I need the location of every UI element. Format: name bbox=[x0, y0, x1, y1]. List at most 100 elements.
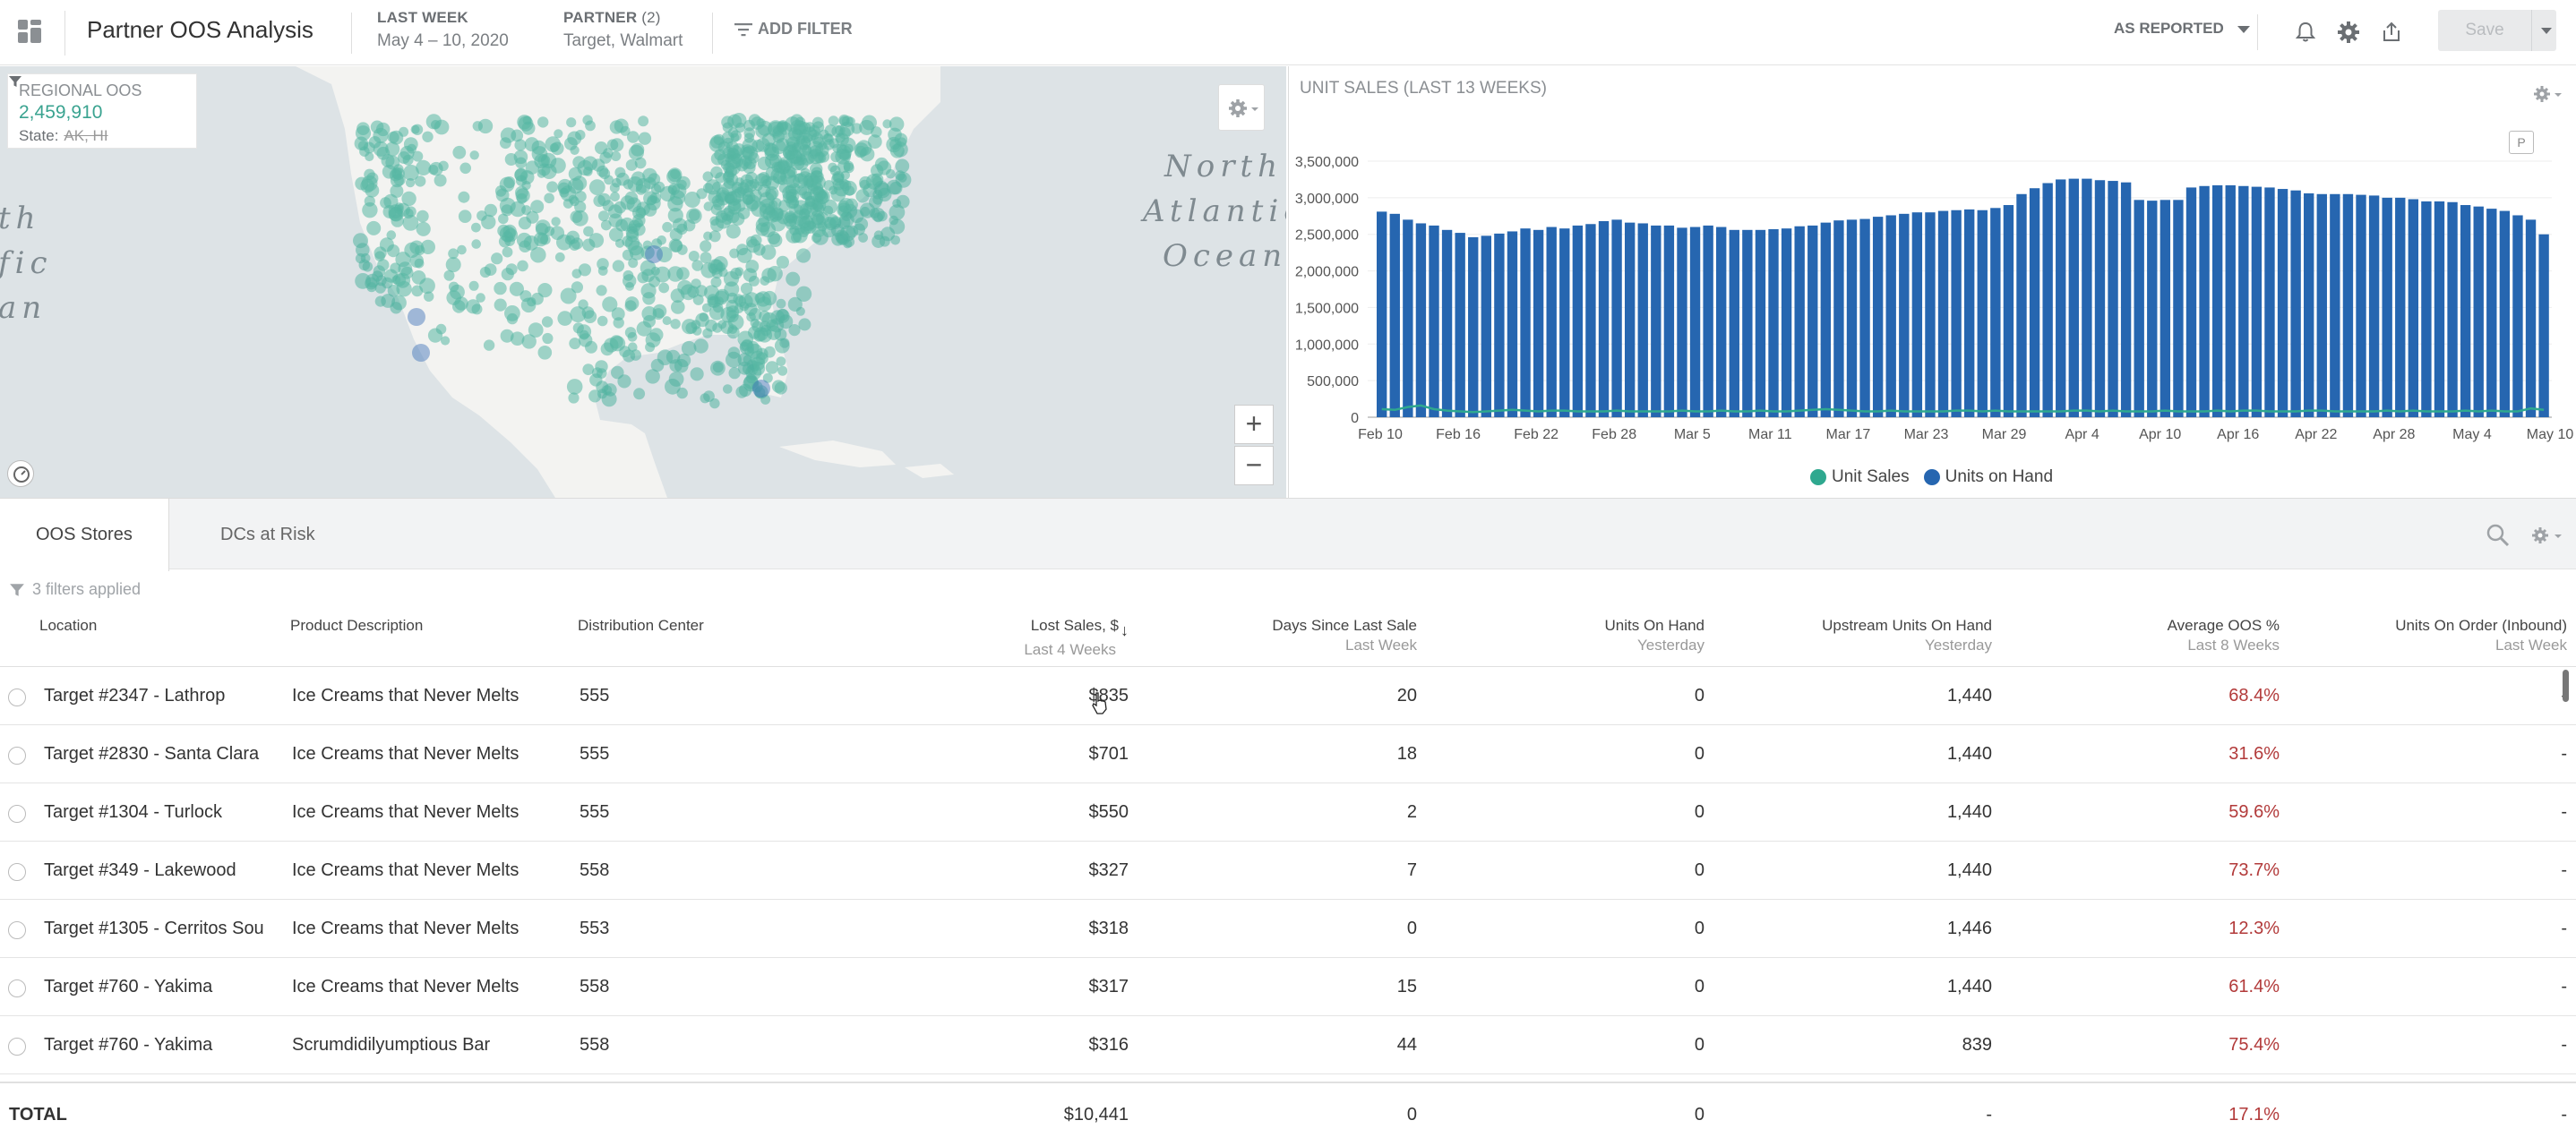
store-marker[interactable] bbox=[726, 191, 742, 206]
store-marker[interactable] bbox=[837, 205, 849, 217]
row-select-radio[interactable] bbox=[8, 1038, 26, 1056]
store-marker[interactable] bbox=[566, 230, 580, 244]
store-marker[interactable] bbox=[811, 198, 827, 213]
store-marker[interactable] bbox=[830, 223, 845, 237]
store-marker[interactable] bbox=[858, 233, 868, 243]
regional-oos-map[interactable]: REGIONAL OOS 2,459,910 State: AK, HI th … bbox=[0, 66, 1286, 498]
store-marker[interactable] bbox=[415, 175, 426, 187]
store-marker[interactable] bbox=[794, 224, 806, 235]
store-marker[interactable] bbox=[731, 153, 743, 165]
store-marker[interactable] bbox=[731, 113, 747, 128]
store-marker[interactable] bbox=[822, 199, 837, 215]
store-marker[interactable] bbox=[601, 391, 617, 407]
store-marker[interactable] bbox=[772, 124, 782, 134]
store-marker[interactable] bbox=[611, 307, 625, 321]
store-marker[interactable] bbox=[602, 385, 613, 396]
store-marker[interactable] bbox=[643, 314, 656, 328]
store-marker[interactable] bbox=[672, 218, 688, 233]
store-marker[interactable] bbox=[645, 342, 656, 353]
store-marker[interactable] bbox=[521, 180, 531, 191]
store-marker[interactable] bbox=[730, 189, 744, 203]
store-marker[interactable] bbox=[762, 290, 777, 306]
store-marker[interactable] bbox=[624, 235, 640, 251]
store-marker[interactable] bbox=[722, 122, 734, 133]
store-marker[interactable] bbox=[811, 167, 823, 178]
store-marker[interactable] bbox=[758, 172, 770, 184]
store-marker[interactable] bbox=[809, 150, 819, 159]
store-marker[interactable] bbox=[560, 185, 577, 202]
store-marker[interactable] bbox=[734, 295, 746, 307]
bar-units-on-hand[interactable] bbox=[2211, 184, 2223, 417]
store-marker[interactable] bbox=[763, 142, 777, 156]
store-marker[interactable] bbox=[390, 262, 401, 274]
store-marker[interactable] bbox=[494, 185, 507, 197]
store-marker[interactable] bbox=[785, 116, 801, 133]
store-marker[interactable] bbox=[783, 149, 793, 158]
store-marker[interactable] bbox=[776, 138, 790, 152]
store-marker[interactable] bbox=[726, 154, 741, 170]
store-marker[interactable] bbox=[458, 191, 470, 203]
store-marker[interactable] bbox=[800, 137, 811, 148]
partner-selector[interactable]: PARTNER (2) Target, Walmart bbox=[563, 9, 683, 51]
store-marker[interactable] bbox=[702, 183, 714, 193]
store-marker[interactable] bbox=[877, 210, 888, 222]
store-marker[interactable] bbox=[725, 159, 741, 176]
store-marker[interactable] bbox=[823, 216, 836, 229]
store-marker[interactable] bbox=[411, 270, 426, 285]
store-marker[interactable] bbox=[370, 120, 384, 134]
store-marker[interactable] bbox=[788, 198, 799, 210]
bar-units-on-hand[interactable] bbox=[1820, 222, 1832, 417]
store-marker[interactable] bbox=[387, 131, 399, 143]
store-marker[interactable] bbox=[794, 123, 807, 135]
store-marker[interactable] bbox=[500, 137, 511, 150]
store-marker[interactable] bbox=[642, 292, 656, 305]
store-marker[interactable] bbox=[776, 122, 786, 133]
store-marker[interactable] bbox=[566, 117, 577, 128]
store-marker[interactable] bbox=[810, 202, 825, 218]
bar-units-on-hand[interactable] bbox=[2068, 178, 2079, 418]
store-marker[interactable] bbox=[716, 288, 730, 303]
bar-units-on-hand[interactable] bbox=[1663, 225, 1675, 417]
store-marker[interactable] bbox=[843, 239, 853, 249]
store-marker[interactable] bbox=[742, 145, 759, 162]
store-marker[interactable] bbox=[643, 191, 658, 206]
store-marker[interactable] bbox=[777, 157, 793, 172]
share-icon[interactable] bbox=[2379, 20, 2404, 45]
store-marker[interactable] bbox=[667, 196, 683, 212]
store-marker[interactable] bbox=[717, 320, 727, 329]
store-marker[interactable] bbox=[541, 316, 554, 328]
store-marker[interactable] bbox=[635, 207, 647, 218]
store-marker[interactable] bbox=[802, 145, 812, 156]
store-marker[interactable] bbox=[374, 246, 387, 260]
store-marker[interactable] bbox=[859, 175, 872, 190]
store-marker[interactable] bbox=[743, 157, 757, 170]
store-marker[interactable] bbox=[458, 210, 472, 223]
store-marker[interactable] bbox=[393, 164, 404, 175]
store-marker[interactable] bbox=[502, 246, 513, 258]
store-marker[interactable] bbox=[803, 220, 817, 234]
store-marker[interactable] bbox=[622, 235, 633, 247]
store-marker[interactable] bbox=[626, 197, 642, 212]
store-marker[interactable] bbox=[841, 115, 854, 127]
store-marker[interactable] bbox=[839, 225, 856, 242]
store-marker[interactable] bbox=[579, 333, 593, 347]
store-marker[interactable] bbox=[556, 234, 572, 251]
store-marker[interactable] bbox=[381, 154, 395, 167]
bar-units-on-hand[interactable] bbox=[2330, 193, 2340, 417]
store-marker[interactable] bbox=[612, 260, 625, 272]
store-marker[interactable] bbox=[837, 159, 851, 173]
store-marker[interactable] bbox=[805, 197, 816, 208]
store-marker[interactable] bbox=[789, 215, 804, 230]
store-marker[interactable] bbox=[896, 194, 910, 209]
store-marker[interactable] bbox=[513, 150, 528, 165]
store-marker[interactable] bbox=[571, 237, 583, 250]
store-marker[interactable] bbox=[530, 200, 545, 214]
store-marker[interactable] bbox=[534, 153, 549, 169]
store-marker[interactable] bbox=[711, 268, 723, 279]
store-marker[interactable] bbox=[537, 163, 551, 176]
store-marker[interactable] bbox=[420, 239, 435, 254]
store-marker[interactable] bbox=[700, 240, 712, 252]
store-marker[interactable] bbox=[518, 217, 532, 230]
store-marker[interactable] bbox=[839, 115, 850, 126]
store-marker[interactable] bbox=[654, 266, 671, 283]
